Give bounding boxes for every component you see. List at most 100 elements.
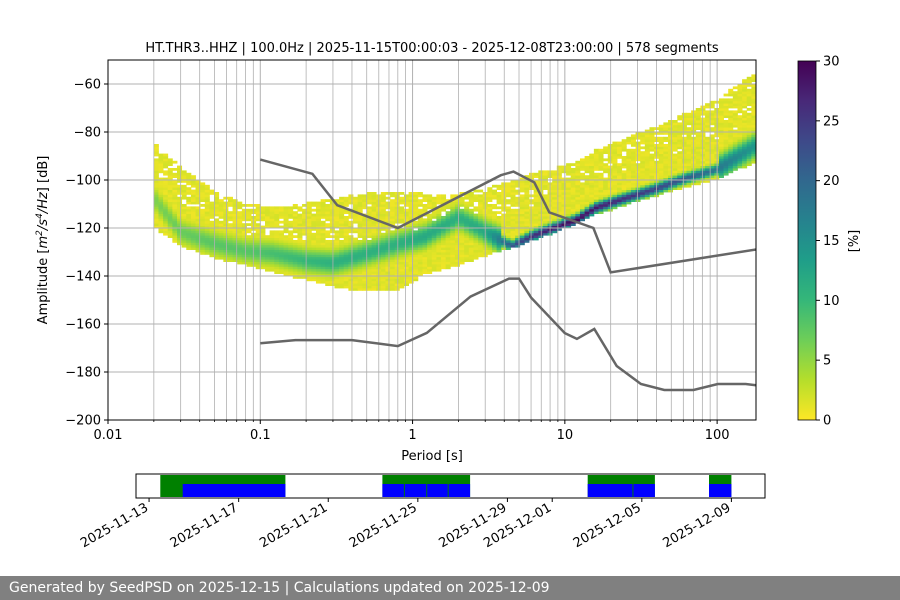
- heatmap-cell: [718, 165, 724, 169]
- heatmap-cell: [515, 244, 521, 248]
- heatmap-cell: [649, 160, 655, 164]
- heatmap-cell: [177, 228, 183, 231]
- heatmap-cell: [695, 175, 701, 178]
- heatmap-cell: [394, 192, 400, 195]
- heatmap-cell: [343, 244, 349, 248]
- heatmap-cell: [705, 160, 711, 164]
- timeline-tick-label: 2025-12-09: [660, 500, 733, 551]
- heatmap-cell: [413, 256, 419, 260]
- heatmap-cell: [385, 271, 391, 274]
- heatmap-cell: [163, 180, 169, 183]
- heatmap-cell: [658, 192, 664, 195]
- heatmap-cell: [441, 220, 447, 224]
- heatmap-cell: [640, 177, 646, 181]
- heatmap-cell: [658, 148, 664, 152]
- heatmap-cell: [491, 237, 498, 241]
- heatmap-cell: [487, 249, 493, 253]
- heatmap-cell: [334, 273, 340, 277]
- heatmap-cell: [709, 168, 715, 171]
- heatmap-cell: [177, 211, 183, 214]
- heatmap-cell: [334, 235, 340, 238]
- heatmap-cell: [288, 244, 294, 248]
- heatmap-cell: [552, 216, 558, 219]
- heatmap-cell: [672, 160, 678, 164]
- heatmap-cell: [658, 182, 664, 186]
- heatmap-cell: [353, 276, 359, 279]
- heatmap-cell: [686, 153, 692, 157]
- heatmap-cell: [561, 196, 567, 200]
- heatmap-cell: [630, 139, 636, 142]
- heatmap-cell: [408, 256, 414, 260]
- heatmap-cell: [343, 223, 349, 226]
- heatmap-cell: [529, 208, 535, 212]
- heatmap-cell: [172, 184, 178, 188]
- heatmap-cell: [468, 242, 474, 246]
- heatmap-cell: [593, 189, 599, 193]
- heatmap-cell: [552, 187, 558, 190]
- heatmap-cell: [742, 117, 748, 121]
- heatmap-cell: [227, 242, 233, 246]
- heatmap-cell: [339, 266, 345, 270]
- heatmap-cell: [237, 230, 243, 234]
- heatmap-cell: [644, 160, 650, 164]
- heatmap-cell: [195, 211, 201, 214]
- heatmap-cell: [343, 266, 349, 270]
- heatmap-cell: [441, 206, 447, 210]
- heatmap-cell: [658, 144, 664, 147]
- heatmap-cell: [501, 247, 507, 250]
- y-axis-label: Amplitude [m2/s4/Hz] [dB]: [35, 156, 51, 325]
- heatmap-cell: [186, 225, 192, 229]
- heatmap-cell: [200, 225, 206, 229]
- heatmap-cell: [283, 225, 289, 229]
- heatmap-cell: [677, 175, 683, 178]
- heatmap-cell: [315, 271, 321, 274]
- heatmap-cell: [501, 216, 507, 219]
- heatmap-cell: [515, 220, 521, 224]
- heatmap-cell: [542, 194, 548, 198]
- heatmap-cell: [403, 264, 409, 267]
- heatmap-cell: [353, 196, 359, 200]
- heatmap-cell: [302, 223, 308, 226]
- heatmap-cell: [454, 247, 460, 250]
- heatmap-cell: [214, 242, 220, 246]
- heatmap-cell: [510, 204, 516, 207]
- heatmap-cell: [227, 254, 233, 258]
- heatmap-cell: [315, 266, 321, 270]
- heatmap-cell: [445, 213, 451, 217]
- heatmap-cell: [640, 182, 646, 186]
- heatmap-cell: [705, 144, 711, 147]
- heatmap-cell: [158, 153, 164, 157]
- heatmap-cell: [163, 187, 169, 190]
- heatmap-cell: [237, 228, 243, 231]
- heatmap-cell: [163, 223, 169, 226]
- heatmap-cell: [519, 201, 525, 205]
- heatmap-cell: [380, 206, 386, 210]
- heatmap-cell: [380, 204, 386, 207]
- heatmap-cell: [343, 280, 349, 284]
- heatmap-cell: [325, 208, 331, 212]
- heatmap-cell: [371, 285, 377, 289]
- heatmap-cell: [644, 172, 650, 176]
- heatmap-cell: [390, 276, 396, 279]
- heatmap-cell: [353, 273, 359, 277]
- heatmap-cell: [348, 220, 354, 224]
- heatmap-cell: [265, 240, 271, 243]
- heatmap-cell: [552, 225, 558, 229]
- heatmap-cell: [552, 192, 558, 195]
- heatmap-cell: [246, 247, 252, 250]
- heatmap-cell: [371, 271, 377, 274]
- heatmap-cell: [315, 261, 321, 265]
- heatmap-cell: [542, 172, 548, 176]
- heatmap-cell: [431, 237, 437, 241]
- segment-bar: [404, 484, 427, 497]
- heatmap-cell: [227, 218, 233, 222]
- heatmap-cell: [464, 244, 470, 248]
- heatmap-cell: [751, 110, 756, 114]
- heatmap-cell: [255, 242, 261, 246]
- heatmap-cell: [362, 288, 368, 291]
- heatmap-cell: [681, 172, 687, 176]
- heatmap-cell: [366, 247, 372, 250]
- heatmap-cell: [329, 244, 335, 248]
- heatmap-cell: [366, 288, 372, 291]
- heatmap-cell: [380, 228, 386, 231]
